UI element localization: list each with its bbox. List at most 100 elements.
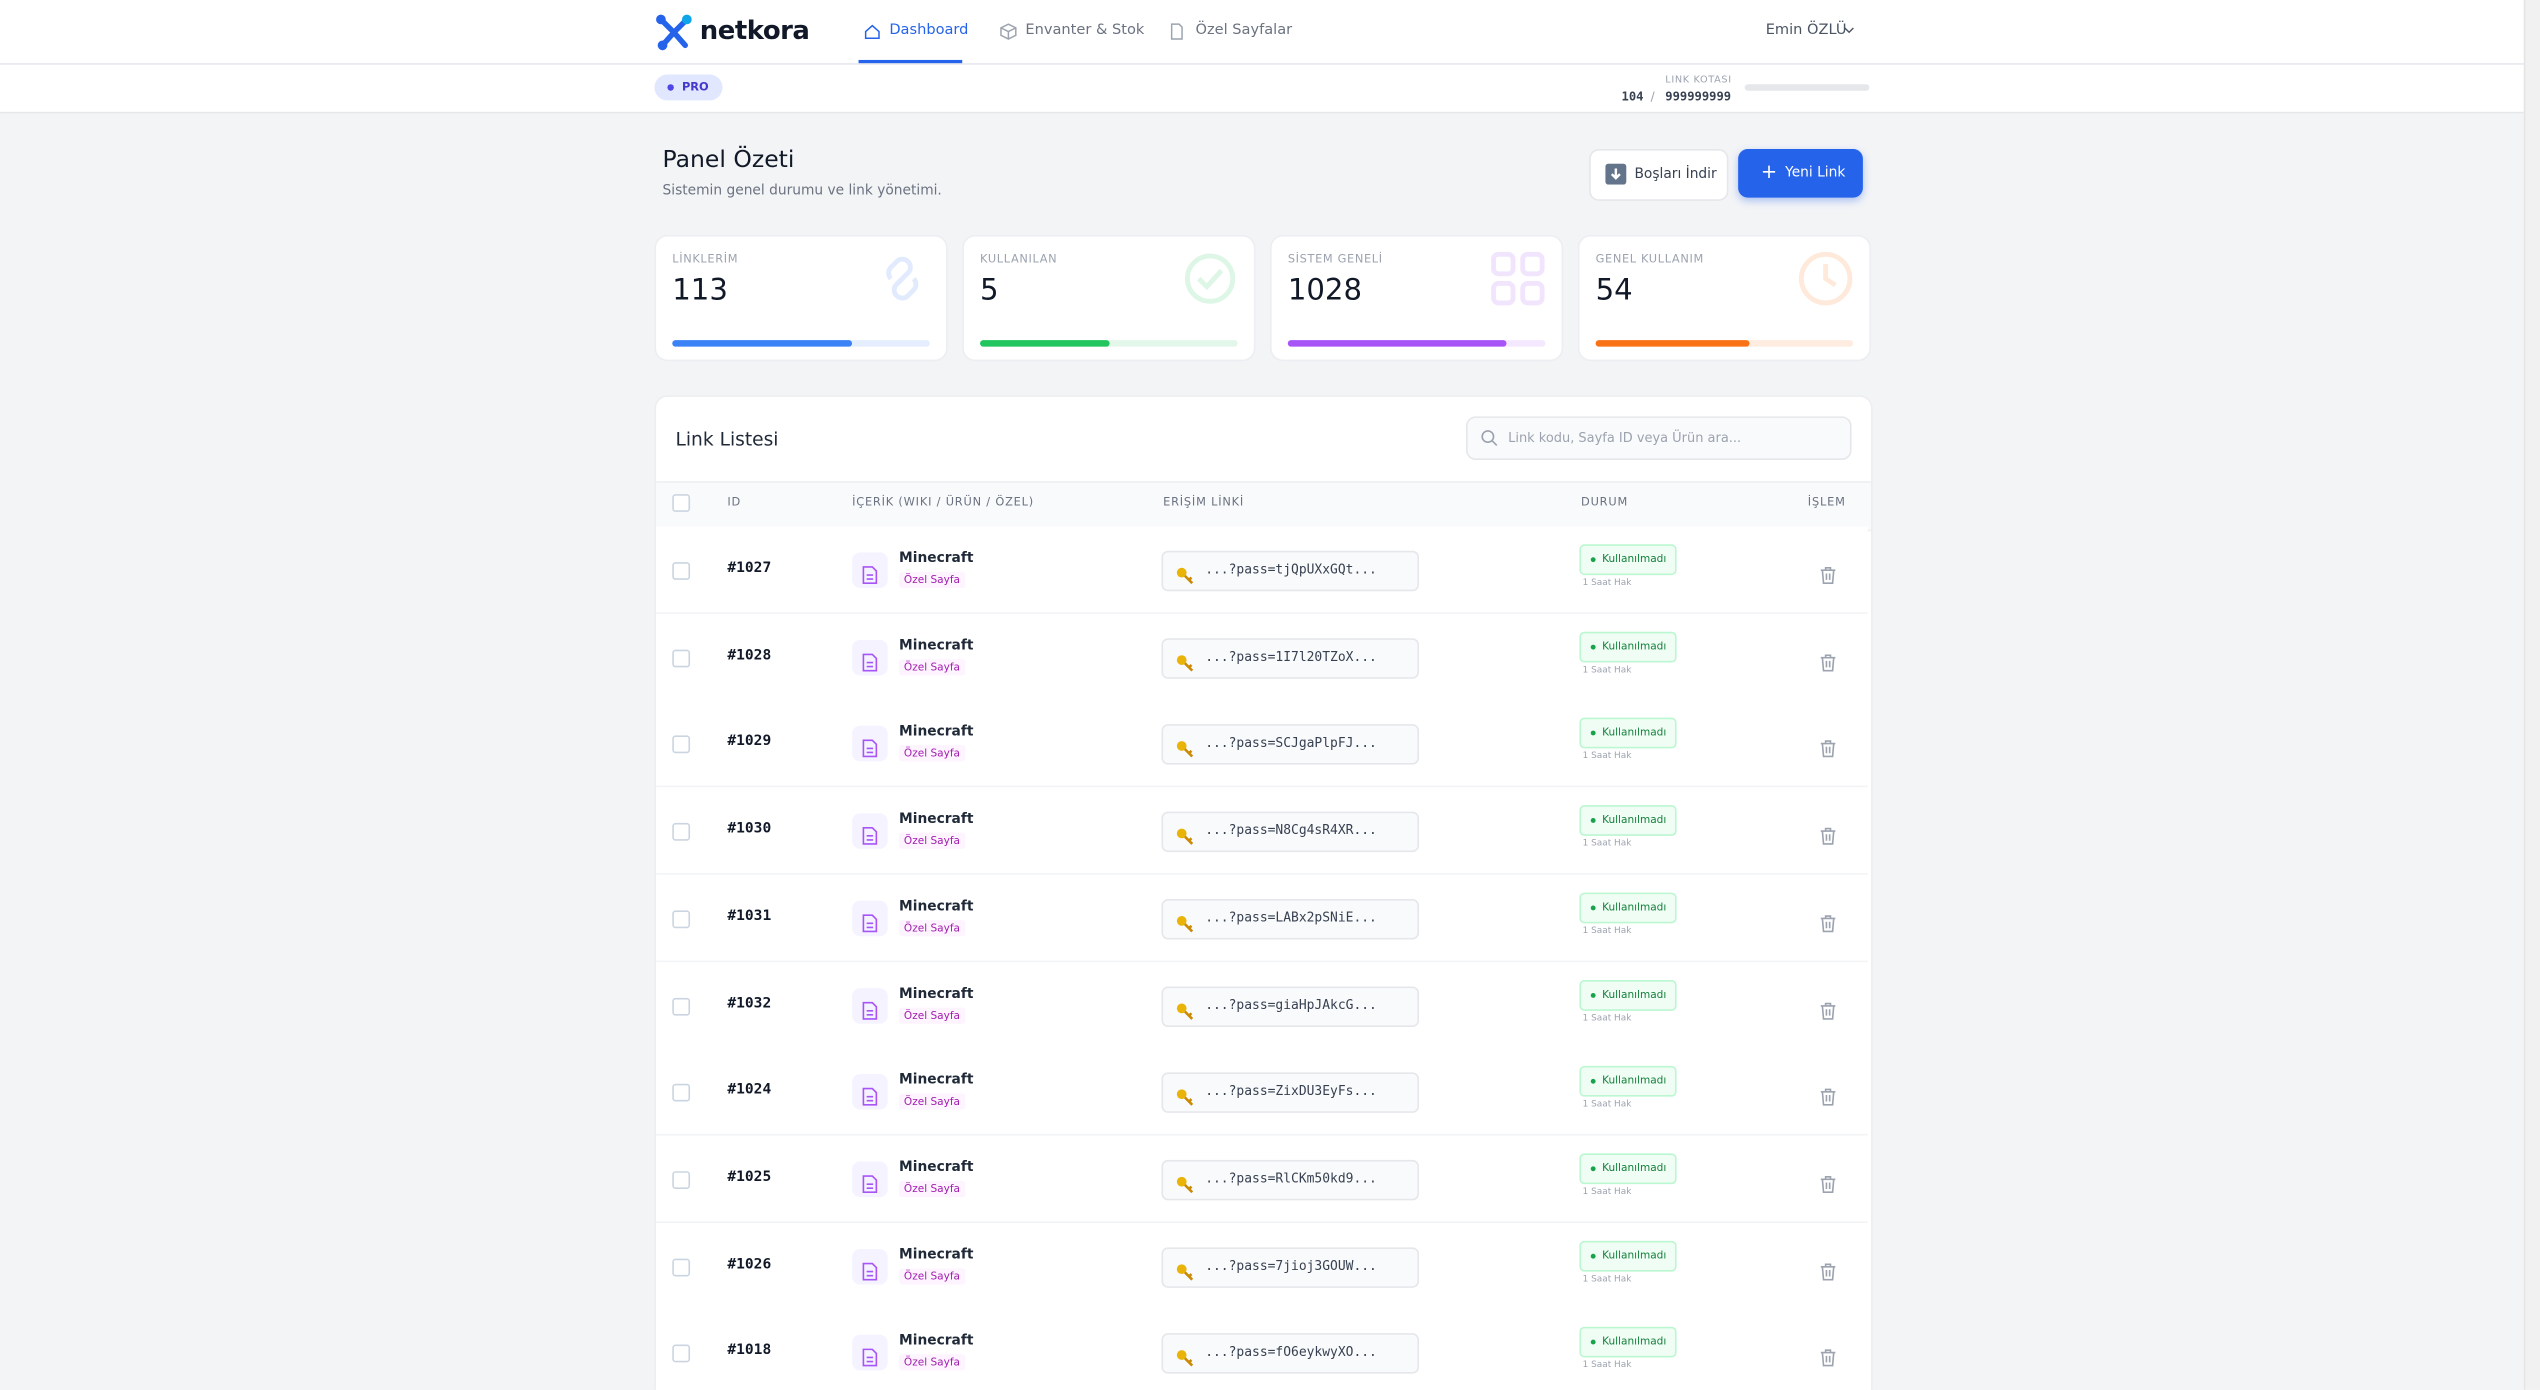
stat-value: 5 — [980, 273, 999, 308]
quota-label: LINK KOTASI — [1665, 74, 1732, 86]
delete-icon-svg — [1820, 827, 1836, 845]
nav-link[interactable]: Dashboard — [889, 22, 969, 39]
key-icon — [1176, 1082, 1194, 1113]
search-placeholder: Link kodu, Sayfa ID veya Ürün ara... — [1508, 430, 1742, 446]
content-tag: Özel Sayfa — [899, 658, 965, 675]
status-badge: Kullanılmadı — [1579, 1327, 1677, 1358]
row-checkbox[interactable] — [672, 823, 691, 841]
delete-icon[interactable] — [1819, 1169, 1837, 1200]
logo-icon — [656, 14, 692, 51]
access-link[interactable]: ...?pass=RlCKm50kd9... — [1161, 1159, 1420, 1201]
nav-link[interactable]: Envanter & Stok — [1025, 22, 1145, 39]
key-icon — [1176, 995, 1194, 1026]
doc-icon-svg — [862, 740, 878, 758]
nav-link[interactable]: Özel Sayfalar — [1195, 22, 1293, 39]
plus-icon: + — [1760, 160, 1778, 184]
status-dot — [1590, 992, 1596, 998]
row-checkbox[interactable] — [672, 562, 691, 580]
status-text: Kullanılmadı — [1602, 726, 1667, 740]
row-checkbox[interactable] — [672, 997, 691, 1015]
row-id: #1018 — [727, 1343, 772, 1360]
user-menu[interactable]: Emin ÖZLÜ — [1765, 22, 1847, 39]
key-icon — [1176, 647, 1194, 678]
delete-icon[interactable] — [1819, 821, 1837, 852]
search-icon — [1481, 430, 1498, 447]
delete-icon[interactable] — [1819, 647, 1837, 678]
delete-icon[interactable] — [1819, 908, 1837, 939]
status-note: 1 Saat Hak — [1582, 1013, 1632, 1023]
row-checkbox[interactable] — [672, 1084, 691, 1102]
new-link-button[interactable]: + Yeni Link — [1738, 149, 1863, 198]
row-checkbox[interactable] — [672, 1344, 691, 1363]
row-id: #1031 — [727, 908, 772, 925]
row-checkbox[interactable] — [672, 910, 691, 928]
progress-fill — [980, 340, 1109, 347]
page-icon — [1170, 23, 1183, 40]
link-text: ...?pass=RlCKm50kd9... — [1205, 1171, 1377, 1186]
row-checkbox[interactable] — [672, 1258, 691, 1276]
status-text: Kullanılmadı — [1602, 552, 1667, 566]
status-text: Kullanılmadı — [1602, 639, 1667, 653]
content-name: Minecraft — [899, 550, 974, 567]
status-note: 1 Saat Hak — [1582, 1274, 1632, 1284]
quota-bar — [1744, 84, 1870, 91]
row-id: #1030 — [727, 821, 772, 838]
row-id: #1026 — [727, 1256, 772, 1273]
doc-icon-svg — [862, 914, 878, 932]
doc-icon — [862, 734, 878, 765]
doc-icon — [862, 908, 878, 939]
content-icon — [852, 1335, 888, 1371]
key-icon-svg — [1176, 1002, 1194, 1020]
content-name: Minecraft — [899, 811, 974, 828]
column-header: ID — [727, 495, 742, 509]
delete-icon[interactable] — [1819, 560, 1837, 591]
badge-dot — [667, 84, 674, 91]
content-name: Minecraft — [899, 1072, 974, 1089]
download-button[interactable]: Boşları İndir — [1589, 149, 1729, 201]
search-box[interactable]: Link kodu, Sayfa ID veya Ürün ara... — [1466, 416, 1852, 461]
link-text: ...?pass=N8Cg4sR4XR... — [1205, 823, 1377, 838]
delete-icon[interactable] — [1819, 1256, 1837, 1287]
link-text: ...?pass=fO6eykwyXO... — [1205, 1344, 1377, 1360]
row-id: #1028 — [727, 647, 772, 664]
select-all[interactable] — [672, 494, 691, 512]
doc-icon-svg — [862, 1001, 878, 1019]
access-link[interactable]: ...?pass=1I7l20TZoX... — [1161, 637, 1420, 679]
stat-icon — [1796, 249, 1854, 314]
status-dot — [1590, 644, 1596, 650]
link-text: ...?pass=7jioj3GOUW... — [1205, 1258, 1377, 1273]
delete-icon[interactable] — [1819, 1082, 1837, 1113]
status-note: 1 Saat Hak — [1582, 752, 1632, 762]
key-icon-svg — [1176, 1263, 1194, 1280]
access-link[interactable]: ...?pass=7jioj3GOUW... — [1161, 1246, 1420, 1288]
stat-icon — [873, 249, 931, 314]
chevron — [1844, 27, 1854, 34]
box-icon — [1000, 23, 1017, 40]
status-text: Kullanılmadı — [1602, 900, 1667, 914]
stat-card: GENEL KULLANIM 54 — [1577, 234, 1871, 362]
access-link[interactable]: ...?pass=SCJgaPlpFJ... — [1161, 724, 1420, 766]
link-text: ...?pass=tjQpUXxGQt... — [1205, 562, 1377, 577]
access-link[interactable]: ...?pass=giaHpJAkcG... — [1161, 985, 1420, 1027]
access-link[interactable]: ...?pass=ZixDU3EyFs... — [1161, 1072, 1420, 1114]
access-link[interactable]: ...?pass=LABx2pSNiE... — [1161, 898, 1420, 940]
row-checkbox[interactable] — [672, 736, 691, 754]
download-icon — [1605, 163, 1627, 185]
progress-track — [980, 340, 1238, 347]
stat-icon — [1489, 249, 1547, 314]
status-badge: Kullanılmadı — [1579, 805, 1677, 837]
delete-icon[interactable] — [1819, 1343, 1837, 1374]
row-checkbox[interactable] — [672, 649, 691, 667]
access-link[interactable]: ...?pass=N8Cg4sR4XR... — [1161, 811, 1420, 853]
access-link[interactable]: ...?pass=tjQpUXxGQt... — [1161, 550, 1420, 592]
delete-icon[interactable] — [1819, 734, 1837, 765]
doc-icon-svg — [862, 827, 878, 845]
delete-icon[interactable] — [1819, 995, 1837, 1026]
status-badge: Kullanılmadı — [1579, 1153, 1677, 1184]
table-header — [656, 481, 1871, 532]
row-id: #1025 — [727, 1169, 772, 1186]
status-dot — [1590, 818, 1596, 824]
row-checkbox[interactable] — [672, 1171, 691, 1189]
access-link[interactable]: ...?pass=fO6eykwyXO... — [1161, 1333, 1420, 1375]
